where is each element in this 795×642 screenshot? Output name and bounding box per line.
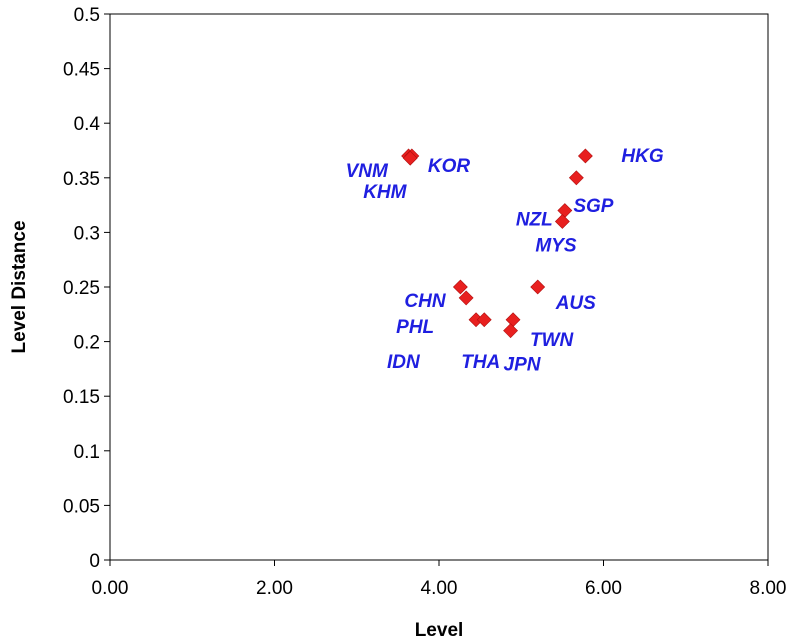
y-tick-label: 0 [89,551,100,572]
point-label-aus: AUS [555,293,596,314]
y-tick-label: 0.05 [63,496,100,517]
data-point-jpn [503,323,518,339]
y-tick-label: 0.4 [74,114,101,135]
x-tick-label: 8.00 [750,578,787,599]
point-label-nzl: NZL [516,210,553,231]
point-label-idn: IDN [387,352,421,373]
point-label-kor: KOR [428,156,471,177]
point-labels: VNM KOR KHM HKG SGP NZL MYS AUS CHN PHL IDN THA TWN J… [346,146,664,376]
data-point-phl [458,290,474,306]
data-points [401,148,593,339]
point-label-phl: PHL [396,317,434,338]
point-label-sgp: SGP [573,196,613,217]
point-label-jpn: JPN [504,355,542,376]
x-axis-title: Level [415,620,464,641]
y-tick-label: 0.45 [63,60,100,81]
y-axis: 0 0.05 0.1 0.15 0.2 0.25 0.3 0.35 0.4 0.45 0.5 [63,5,110,572]
point-label-vnm: VNM [346,161,389,182]
data-point-hkg [577,148,593,164]
point-label-hkg: HKG [621,146,663,167]
plot-area [109,13,769,561]
x-axis: 0.00 2.00 4.00 6.00 8.00 [92,560,787,599]
point-label-mys: MYS [535,235,577,256]
data-point-khm [402,150,418,166]
y-tick-label: 0.15 [63,387,100,408]
y-tick-label: 0.2 [74,333,100,354]
y-axis-title: Level Distance [9,220,30,353]
data-point-chn [452,279,468,295]
x-tick-label: 6.00 [585,578,622,599]
point-label-twn: TWN [530,330,575,351]
y-tick-label: 0.25 [63,278,100,299]
y-tick-label: 0.35 [63,169,100,190]
y-tick-label: 0.3 [74,223,100,244]
data-point-aus [530,279,546,295]
data-point-sgp [568,170,584,186]
y-tick-label: 0.1 [74,442,100,463]
x-tick-label: 0.00 [92,578,129,599]
data-point-tha [476,312,492,328]
point-label-chn: CHN [404,291,446,312]
y-tick-label: 0.5 [74,5,100,26]
x-tick-label: 2.00 [256,578,293,599]
point-label-tha: THA [461,352,500,373]
data-point-mys [554,214,570,229]
point-label-khm: KHM [363,182,407,203]
x-tick-label: 4.00 [421,578,458,599]
